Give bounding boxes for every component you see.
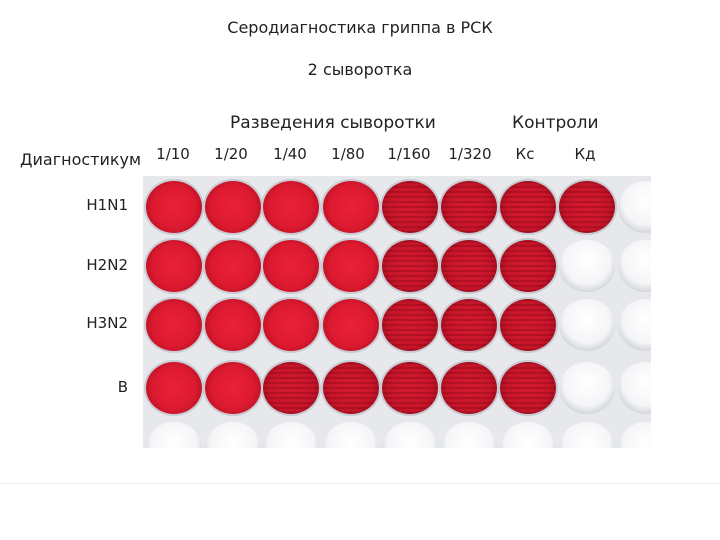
- filled-well: [263, 181, 319, 233]
- filled-well: [205, 362, 261, 414]
- controls-header: Контроли: [512, 113, 599, 133]
- empty-well: [618, 422, 651, 448]
- column-label: 1/20: [214, 145, 248, 163]
- filled-well: [382, 240, 438, 292]
- filled-well: [323, 181, 379, 233]
- filled-well: [382, 181, 438, 233]
- filled-well: [323, 240, 379, 292]
- filled-well: [500, 181, 556, 233]
- filled-well: [146, 240, 202, 292]
- column-label: 1/10: [156, 145, 190, 163]
- column-label: 1/160: [387, 145, 431, 163]
- column-label: Кс: [515, 145, 535, 163]
- column-label: Кд: [574, 145, 596, 163]
- divider: [0, 483, 720, 484]
- empty-well: [205, 422, 261, 448]
- filled-well: [205, 181, 261, 233]
- filled-well: [441, 299, 497, 351]
- row-label: H2N2: [86, 256, 128, 274]
- row-label: H3N2: [86, 314, 128, 332]
- empty-well: [382, 422, 438, 448]
- row-label: H1N1: [86, 196, 128, 214]
- empty-well: [263, 422, 319, 448]
- filled-well: [323, 362, 379, 414]
- filled-well: [263, 299, 319, 351]
- empty-well: [559, 240, 615, 292]
- row-label: B: [117, 378, 128, 396]
- filled-well: [441, 181, 497, 233]
- empty-well: [618, 240, 651, 292]
- filled-well: [441, 362, 497, 414]
- page-subtitle: 2 сыворотка: [307, 60, 413, 79]
- column-label: 1/320: [448, 145, 492, 163]
- filled-well: [323, 299, 379, 351]
- filled-well: [500, 240, 556, 292]
- empty-well: [618, 299, 651, 351]
- empty-well: [146, 422, 202, 448]
- empty-well: [500, 422, 556, 448]
- column-label: 1/40: [273, 145, 307, 163]
- dilutions-header: Разведения сыворотки: [230, 113, 436, 133]
- microplate: [143, 176, 651, 448]
- empty-well: [441, 422, 497, 448]
- row-axis-label: Диагностикум: [20, 150, 142, 169]
- filled-well: [263, 240, 319, 292]
- page-title: Серодиагностика гриппа в РСК: [227, 18, 493, 37]
- filled-well: [146, 299, 202, 351]
- empty-well: [559, 362, 615, 414]
- filled-well: [382, 362, 438, 414]
- empty-well: [618, 181, 651, 233]
- filled-well: [146, 181, 202, 233]
- filled-well: [500, 362, 556, 414]
- empty-well: [559, 299, 615, 351]
- empty-well: [559, 422, 615, 448]
- filled-well: [441, 240, 497, 292]
- empty-well: [323, 422, 379, 448]
- filled-well: [205, 240, 261, 292]
- filled-well: [263, 362, 319, 414]
- column-label: 1/80: [331, 145, 365, 163]
- empty-well: [618, 362, 651, 414]
- filled-well: [500, 299, 556, 351]
- filled-well: [205, 299, 261, 351]
- filled-well: [146, 362, 202, 414]
- filled-well: [559, 181, 615, 233]
- filled-well: [382, 299, 438, 351]
